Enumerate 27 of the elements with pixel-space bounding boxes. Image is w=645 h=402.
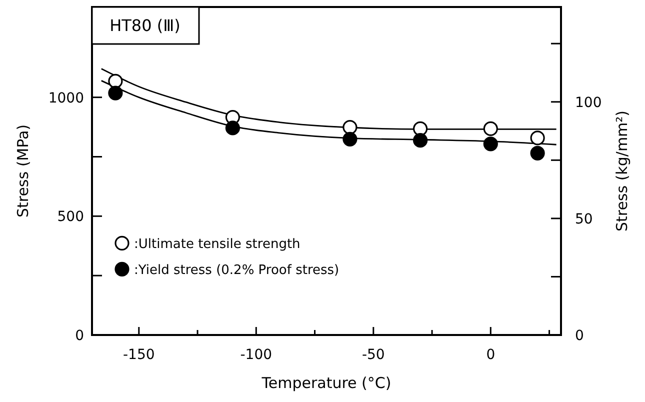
y2-axis-title: Stress (kg/mm²) [613,110,631,232]
point [342,120,358,135]
point [342,132,358,146]
point [530,130,545,146]
y-tick-label: 1000 [48,90,84,106]
point [225,120,240,136]
point [413,121,428,136]
point [413,133,428,148]
point [483,136,498,152]
x-tick-label: -150 [123,347,155,363]
y-tick-label: 500 [57,209,84,226]
legend-label: :Yield stress (0.2% Proof stress) [134,263,340,278]
y2-tick-label: 100 [575,94,602,111]
point [530,146,545,160]
legend-label: :Ultimate tensile strength [134,237,300,252]
y2-tick-label: 50 [575,211,593,228]
x-tick-label: 0 [486,347,496,363]
x-tick-label: -50 [362,347,385,363]
x-tick-label: -100 [240,347,272,363]
x-axis-title: Temperature (°C) [260,374,392,392]
point [108,86,123,100]
point [108,74,123,88]
y-tick-label: 0 [75,328,84,344]
point [483,121,498,136]
y-axis-title: Stress (MPa) [14,124,32,218]
annotation: HT80 (Ⅲ) [110,16,180,35]
y2-tick-label: 0 [575,328,584,344]
